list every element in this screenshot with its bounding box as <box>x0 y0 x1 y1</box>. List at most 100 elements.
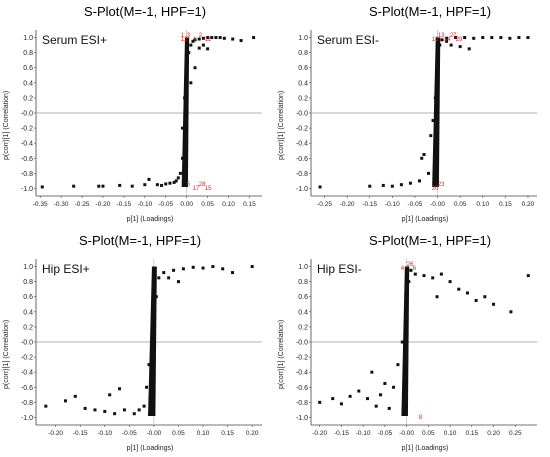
data-point <box>143 183 147 187</box>
data-point <box>383 382 387 385</box>
data-point <box>93 408 97 412</box>
x-tick-label: -0.25 <box>75 201 90 208</box>
x-tick-label: -0.05 <box>122 430 137 437</box>
data-point <box>63 399 67 403</box>
data-point <box>231 37 235 41</box>
data-point <box>174 179 178 183</box>
data-point <box>348 394 352 398</box>
data-point <box>214 36 218 40</box>
data-point <box>221 267 225 271</box>
data-point <box>164 182 168 186</box>
y-tick-label: 0.2 <box>23 324 33 331</box>
chart-title: S-Plot(M=-1, HPF=1) <box>368 4 492 19</box>
s-curve-band <box>181 37 190 187</box>
chart-title: S-Plot(M=-1, HPF=1) <box>368 233 492 248</box>
highlight-label: 10 <box>432 37 439 43</box>
highlight-label: 28 <box>199 182 206 188</box>
data-point <box>445 36 449 40</box>
data-point <box>172 268 176 272</box>
scatter-plot: -1.0 -0.8 -0.6 -0.4 -0.2 -0.0 0.2 0.4 0.6 0.8 1.0 -… <box>21 30 262 208</box>
data-point <box>427 171 431 175</box>
x-tick-label: 0.15 <box>465 430 478 437</box>
data-point <box>417 179 421 183</box>
data-point <box>250 265 254 269</box>
plot-annotation: Hip ESI- <box>317 262 362 276</box>
data-point <box>465 291 469 295</box>
data-point <box>185 73 189 77</box>
data-point <box>118 183 122 187</box>
data-point <box>431 119 435 123</box>
highlight-label: 14 <box>444 37 451 43</box>
data-point <box>189 43 193 47</box>
data-point <box>44 404 48 408</box>
data-point <box>483 295 487 299</box>
y-tick-label: -1.0 <box>296 415 308 422</box>
x-tick-label: 0.20 <box>246 430 259 437</box>
x-tick-label: 0.05 <box>454 201 467 208</box>
data-point <box>467 47 471 51</box>
y-tick-label: -0.8 <box>21 171 33 178</box>
data-point <box>101 184 105 188</box>
data-point <box>439 272 443 276</box>
data-point <box>97 184 101 188</box>
data-point <box>454 36 458 40</box>
data-point <box>168 181 172 185</box>
data-point <box>509 310 513 314</box>
y-tick-label: -0.0 <box>21 340 33 347</box>
data-point <box>155 183 159 187</box>
data-point <box>118 387 122 391</box>
data-point <box>318 400 322 404</box>
data-point <box>508 36 512 40</box>
data-point <box>40 185 44 189</box>
x-tick-label: -0.20 <box>96 201 111 208</box>
data-point <box>189 81 193 85</box>
data-point <box>339 402 343 406</box>
y-tick-label: -0.8 <box>296 171 308 178</box>
chart-title: S-Plot(M=-1, HPF=1) <box>78 233 202 248</box>
y-tick-label: -0.6 <box>21 385 33 392</box>
highlight-label: 26 <box>407 262 414 268</box>
x-tick-label: 0.20 <box>522 201 535 208</box>
data-point <box>458 45 462 49</box>
data-point <box>137 408 141 412</box>
highlight-label: 11 <box>205 37 212 43</box>
highlight-label: 15 <box>205 186 212 192</box>
highlight-label: 29 <box>456 37 463 43</box>
highlight-label: 13 <box>438 33 445 39</box>
x-tick-label: 0.10 <box>444 430 457 437</box>
y-tick-label: 0.2 <box>298 95 308 102</box>
data-point <box>160 183 164 187</box>
data-point <box>176 176 180 180</box>
data-point <box>180 156 184 160</box>
data-point <box>390 184 394 188</box>
y-tick-label: 0.4 <box>298 80 308 87</box>
data-point <box>435 295 439 299</box>
data-point <box>180 126 184 130</box>
data-point <box>400 340 404 344</box>
data-point <box>472 36 476 40</box>
y-tick-label: -0.8 <box>296 400 308 407</box>
y-tick-label: 0.4 <box>23 309 33 316</box>
data-point <box>379 393 383 397</box>
data-point <box>147 177 151 181</box>
data-point <box>463 36 467 40</box>
x-tick-label: -0.10 <box>356 430 371 437</box>
data-point <box>130 184 134 188</box>
y-tick-label: 0.6 <box>298 65 308 72</box>
data-point <box>201 266 205 270</box>
data-point <box>409 268 413 272</box>
data-point <box>197 46 201 50</box>
data-point <box>187 51 191 55</box>
scatter-plot: -1.0 -0.8 -0.6 -0.4 -0.2 -0.0 0.2 0.4 0.6 0.8 1.0 -… <box>21 259 262 437</box>
data-point <box>218 36 222 40</box>
data-point <box>408 181 412 185</box>
y-tick-label: 0.8 <box>23 50 33 57</box>
data-point <box>231 271 235 275</box>
data-point <box>193 66 197 70</box>
chart-title: S-Plot(M=-1, HPF=1) <box>83 4 207 19</box>
data-point <box>201 43 205 47</box>
y-tick-label: -0.2 <box>21 126 33 133</box>
x-tick-label: -0.05 <box>158 201 173 208</box>
data-point <box>152 317 156 321</box>
data-point <box>396 363 400 367</box>
